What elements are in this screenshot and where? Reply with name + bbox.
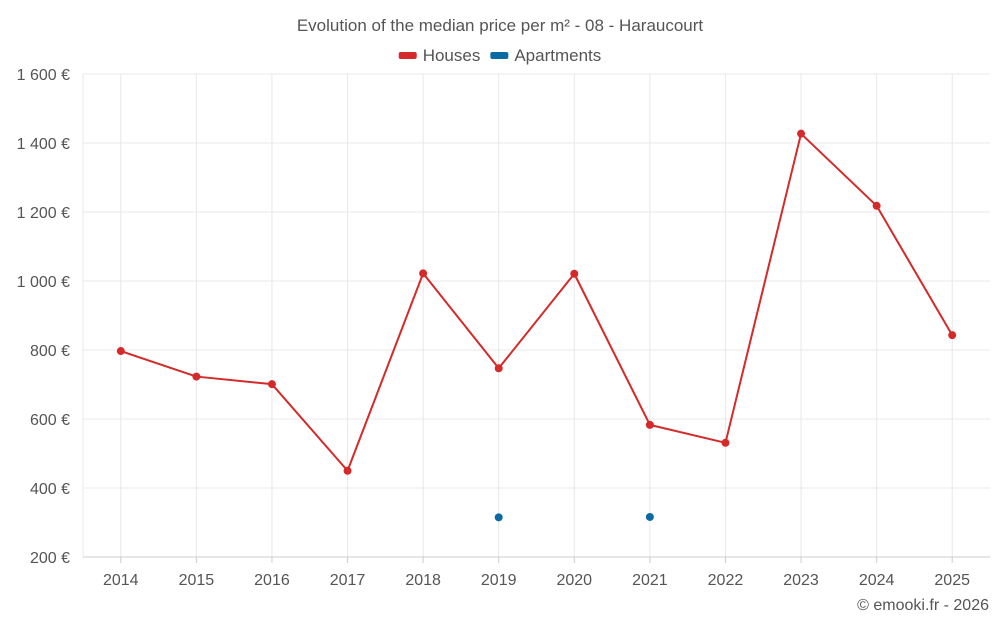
series-apartments[interactable] [494, 512, 654, 522]
y-tick-label: 800 € [30, 343, 70, 360]
x-tick-label: 2016 [254, 572, 290, 589]
y-tick-label: 1 400 € [17, 136, 70, 153]
legend-label-apartments[interactable]: Apartments [514, 46, 601, 65]
credits[interactable]: © emooki.fr - 2026 [857, 597, 989, 614]
legend-label-houses[interactable]: Houses [423, 46, 481, 65]
x-tick-label: 2015 [179, 572, 215, 589]
series [116, 129, 957, 522]
legend-swatch-houses[interactable] [398, 52, 417, 59]
data-point-apartments[interactable] [645, 512, 654, 521]
x-tick-label: 2024 [859, 572, 895, 589]
y-tick-label: 1 600 € [17, 67, 70, 84]
x-tick-label: 2014 [103, 572, 139, 589]
data-point-houses[interactable] [570, 269, 579, 278]
data-point-houses[interactable] [645, 420, 654, 429]
x-tick-label: 2020 [556, 572, 592, 589]
legend[interactable]: Houses Apartments [398, 46, 602, 65]
x-tick-label: 2021 [632, 572, 668, 589]
data-point-houses[interactable] [872, 201, 881, 210]
x-axis: 2014 2015 2016 2017 2018 2019 2020 2021 2022 2023… [83, 556, 990, 589]
y-tick-label: 600 € [30, 412, 70, 429]
y-tick-label: 400 € [30, 481, 70, 498]
data-point-houses[interactable] [192, 372, 201, 381]
series-line-houses[interactable] [120, 132, 954, 472]
grid [82, 73, 990, 558]
data-point-houses[interactable] [948, 331, 957, 340]
series-houses[interactable] [116, 129, 957, 475]
x-tick-label: 2019 [481, 572, 517, 589]
y-tick-label: 1 200 € [17, 205, 70, 222]
data-point-houses[interactable] [343, 466, 352, 475]
chart-title: Evolution of the median price per m² - 0… [297, 16, 704, 35]
data-point-houses[interactable] [494, 364, 503, 373]
data-point-apartments[interactable] [494, 513, 503, 522]
y-tick-label: 1 000 € [17, 274, 70, 291]
data-point-houses[interactable] [116, 347, 125, 356]
x-tick-label: 2023 [783, 572, 819, 589]
data-point-houses[interactable] [267, 380, 276, 389]
x-tick-label: 2025 [934, 572, 970, 589]
x-tick-label: 2017 [330, 572, 366, 589]
y-axis: 200 € 400 € 600 € 800 € 1 000 € 1 200 € 1 400 … [17, 67, 70, 567]
y-tick-label: 200 € [30, 550, 70, 567]
data-point-houses[interactable] [721, 438, 730, 447]
x-tick-label: 2018 [405, 572, 441, 589]
data-point-houses[interactable] [419, 269, 428, 278]
x-tick-label: 2022 [708, 572, 744, 589]
legend-swatch-apartments[interactable] [490, 52, 509, 59]
data-point-houses[interactable] [797, 129, 806, 138]
